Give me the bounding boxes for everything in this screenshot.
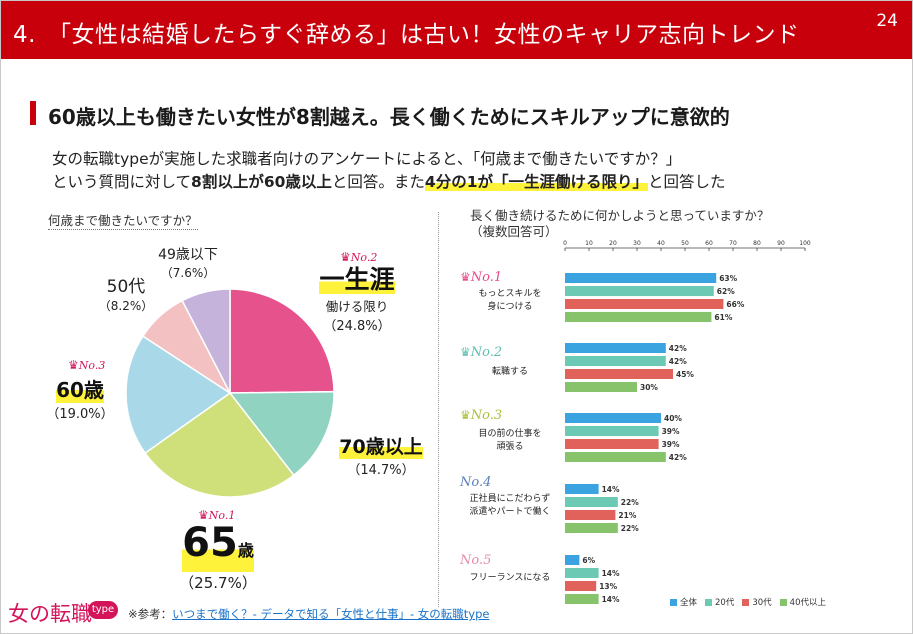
intro-line-2-e: と回答した (648, 173, 726, 191)
label-70-pct: （14.7%） (347, 463, 415, 478)
brand-logo-badge: type (88, 601, 118, 619)
label-65-pct: （25.7%） (179, 574, 257, 592)
legend-item-all: 全体 (670, 596, 697, 608)
legend-swatch (670, 599, 677, 606)
slide-title: 4. 「女性は結婚したらすぐ辞める」は古い！女性のキャリア志向トレンド (13, 22, 800, 48)
label-lifetime-pct: （24.8%） (323, 319, 391, 334)
label-60-pct: （19.0%） (46, 407, 114, 422)
intro-text: 女の転職typeが実施した求職者向けのアンケートによると、「何歳まで働きたいです… (52, 148, 726, 194)
rank-badge-no1: ♛No.1 (198, 508, 235, 522)
label-50s: 50代 （8.2%） (96, 272, 156, 314)
legend-label: 20代 (715, 598, 735, 608)
bar-rank-1: ♛No.1 (460, 270, 502, 285)
label-60: 60歳 （19.0%） (40, 374, 120, 422)
bar-rank-4-text: No.4 (460, 475, 492, 490)
crown-icon: ♛ (460, 408, 471, 422)
bar-item-5-line-1: フリーランスになる (469, 573, 551, 583)
intro-line-2: という質問に対して8割以上が60歳以上と回答。また4分の1が「一生涯働ける限り」… (52, 171, 726, 194)
bar-rank-2: ♛No.2 (460, 345, 502, 360)
bar-legend: 全体 20代 30代 40代以上 (670, 596, 826, 608)
crown-icon: ♛ (340, 250, 351, 264)
slide-header: 4. 「女性は結婚したらすぐ辞める」は古い！女性のキャリア志向トレンド 24 (1, 1, 912, 59)
bar-item-1-line-1: もっとスキルを (478, 289, 542, 299)
bar-item-label-1: もっとスキルを 身につける (455, 288, 565, 314)
intro-line-2-a: という質問に対して (52, 173, 192, 191)
bar-item-2-line-1: 転職する (491, 367, 528, 377)
label-lifetime: 一生涯 働ける限り （24.8%） (312, 266, 402, 334)
bar-rank-5-text: No.5 (460, 553, 492, 568)
bar-item-label-5: フリーランスになる (455, 572, 565, 585)
bar-question-line-1: 長く働き続けるために何かしようと思っていますか？ (470, 208, 770, 223)
section-title: 60歳以上も働きたい女性が8割越え。長く働くためにスキルアップに意欲的 (48, 105, 730, 129)
bar-rank-4: No.4 (460, 475, 491, 490)
bar-item-label-3: 目の前の仕事を 頑張る (455, 428, 565, 454)
label-49-big: 49歳以下 (158, 247, 218, 263)
label-49-under: 49歳以下 （7.6%） (148, 244, 228, 281)
bar-rank-3: ♛No.3 (460, 408, 502, 423)
legend-item-40s: 40代以上 (779, 596, 826, 608)
bar-rank-2-text: No.2 (470, 345, 503, 360)
intro-line-2-d: 4分の1が「一生涯働ける限り」 (424, 173, 648, 191)
rank-no1-text: No.1 (208, 509, 236, 522)
crown-icon: ♛ (68, 358, 79, 372)
reference-link[interactable]: いつまで働く？- データで知る「女性と仕事」- 女の転職type (172, 607, 490, 621)
label-50s-pct: （8.2%） (98, 299, 154, 313)
label-70-plus: 70歳以上 （14.7%） (336, 432, 426, 478)
legend-label: 30代 (752, 598, 772, 608)
label-70-big: 70歳以上 (339, 432, 423, 459)
rank-no3-text: No.3 (78, 359, 106, 372)
label-65: 65歳 （25.7%） (168, 522, 268, 593)
label-65-unit: 歳 (237, 541, 254, 560)
intro-line-1: 女の転職typeが実施した求職者向けのアンケートによると、「何歳まで働きたいです… (52, 150, 682, 168)
label-65-big-wrap: 65歳 (182, 522, 254, 572)
reference-note: ※参考：いつまで働く？- データで知る「女性と仕事」- 女の転職type (128, 607, 490, 621)
bar-rank-3-text: No.3 (470, 408, 503, 423)
label-50s-big: 50代 (106, 277, 146, 297)
label-60-big: 60歳 (56, 374, 104, 403)
legend-swatch (705, 599, 713, 606)
legend-swatch (779, 599, 787, 606)
bar-item-4-line-1: 正社員にこだわらず (469, 494, 551, 504)
section-accent-bar (30, 101, 36, 125)
legend-label: 40代以上 (789, 598, 826, 608)
intro-line-2-b: 8割以上が60歳以上 (191, 173, 332, 191)
label-49-pct: （7.6%） (160, 266, 216, 280)
rank-no2-text: No.2 (350, 251, 378, 264)
crown-icon: ♛ (460, 345, 471, 359)
legend-item-20s: 20代 (705, 596, 734, 608)
label-65-big: 65 (182, 520, 238, 566)
bar-item-1-line-2: 身につける (487, 302, 533, 312)
crown-icon: ♛ (460, 270, 471, 284)
bar-rank-5: No.5 (460, 553, 491, 568)
bar-item-3-line-2: 頑張る (496, 442, 524, 452)
crown-icon: ♛ (198, 508, 209, 522)
bar-question: 長く働き続けるために何かしようと思っていますか？ （複数回答可） (470, 208, 769, 240)
intro-line-2-c: と回答。また (331, 173, 425, 191)
column-divider (438, 212, 439, 607)
page-number: 24 (876, 11, 898, 31)
bar-item-label-2: 転職する (455, 366, 565, 379)
pie-question: 何歳まで働きたいですか？ (48, 210, 198, 230)
rank-badge-no2: ♛No.2 (340, 250, 377, 264)
legend-swatch (742, 599, 750, 606)
label-lifetime-sub: 働ける限り (325, 299, 389, 314)
legend-label: 全体 (680, 598, 698, 608)
bar-item-4-line-2: 派遣やパートで働く (469, 507, 551, 517)
bar-question-line-2: （複数回答可） (470, 224, 558, 239)
rank-badge-no3: ♛No.3 (68, 358, 105, 372)
brand-logo: 女の転職 (8, 602, 92, 626)
bar-item-label-4: 正社員にこだわらず 派遣やパートで働く (455, 493, 565, 519)
bar-item-3-line-1: 目の前の仕事を (478, 429, 542, 439)
bar-rank-1-text: No.1 (470, 270, 503, 285)
legend-item-30s: 30代 (742, 596, 772, 608)
label-lifetime-big: 一生涯 (319, 265, 395, 294)
